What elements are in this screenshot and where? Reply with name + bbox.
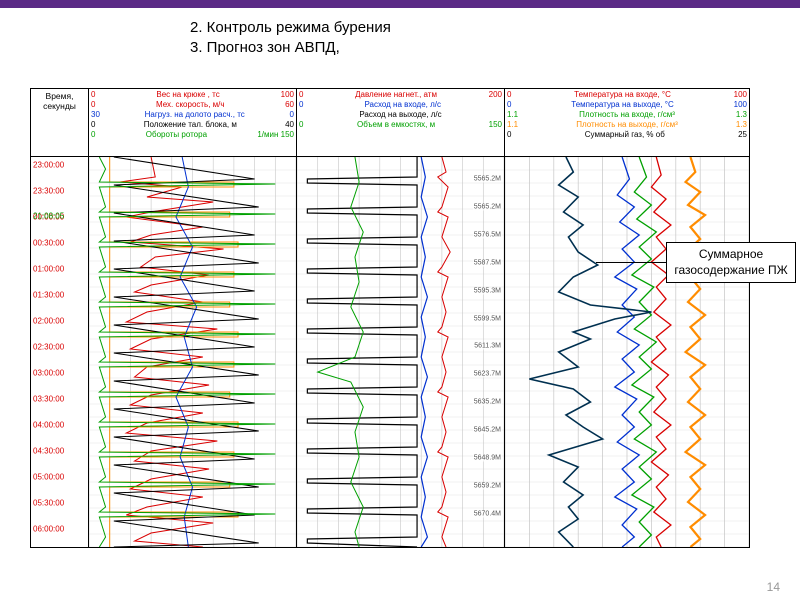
callout-leader xyxy=(596,262,666,263)
callout-box: Суммарное газосодержание ПЖ xyxy=(666,242,796,283)
track-2-header: 0Давление нагнет., атм2000Расход на вход… xyxy=(297,89,504,157)
topbar xyxy=(0,0,800,8)
track-3-header: 0Температура на входе, °С1000Температура… xyxy=(505,89,749,157)
time-column: Время, секунды 23:00:0023:30:0000:00:000… xyxy=(31,89,89,547)
track-1: 0Вес на крюке , тс1000Мех. скорость, м/ч… xyxy=(89,89,297,547)
time-header: Время, секунды xyxy=(31,89,88,157)
track-3-body xyxy=(505,157,749,547)
log-panel: Время, секунды 23:00:0023:30:0000:00:000… xyxy=(30,88,750,548)
track-3-svg xyxy=(505,157,749,547)
time-body: 23:00:0023:30:0000:00:0000:30:0001:00:00… xyxy=(31,157,88,547)
title-line-1: 2. Контроль режима бурения xyxy=(190,18,800,38)
track-3: 0Температура на входе, °С1000Температура… xyxy=(505,89,749,547)
page-number: 14 xyxy=(767,580,780,594)
titles: 2. Контроль режима бурения 3. Прогноз зо… xyxy=(190,18,800,59)
track-1-header: 0Вес на крюке , тс1000Мех. скорость, м/ч… xyxy=(89,89,296,157)
track-1-body xyxy=(89,157,296,547)
track-1-svg xyxy=(89,157,296,547)
track-2-body: 5565.2M5565.2M5576.5M5587.5M5595.3M5599.… xyxy=(297,157,504,547)
track-2: 0Давление нагнет., атм2000Расход на вход… xyxy=(297,89,505,547)
title-line-2: 3. Прогноз зон АВПД, xyxy=(190,38,800,58)
